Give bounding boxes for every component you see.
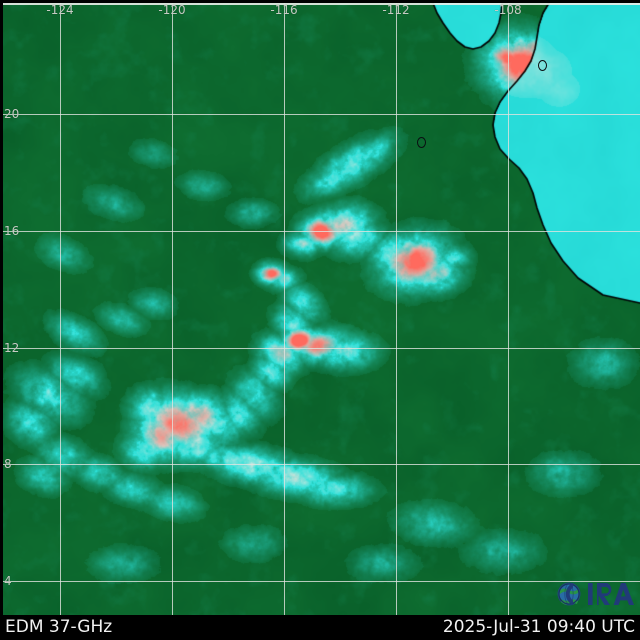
lat-tick-label-8: 8	[4, 457, 12, 471]
cira-logo-watermark	[557, 582, 634, 606]
timestamp-label: 2025-Jul-31 09:40 UTC	[442, 617, 635, 637]
lat-tick-label-12: 12	[4, 341, 20, 355]
satellite-imagery-canvas[interactable]	[3, 3, 640, 615]
lon-tick-label--116: -116	[270, 3, 298, 17]
map-panel[interactable]: -124 -120 -116 -112 -108 20 16 12 8 4	[3, 3, 640, 615]
cira-wordmark	[565, 583, 634, 605]
product-label: EDM 37-GHz	[5, 617, 113, 637]
status-bar: EDM 37-GHz 2025-Jul-31 09:40 UTC	[0, 615, 640, 640]
lon-tick-label--124: -124	[46, 3, 74, 17]
lon-tick-label--108: -108	[494, 3, 522, 17]
lon-tick-label--120: -120	[158, 3, 186, 17]
lat-tick-label-16: 16	[4, 224, 20, 238]
storm-marker-north[interactable]	[538, 60, 547, 71]
map-top-border	[3, 3, 640, 5]
lon-tick-label--112: -112	[382, 3, 410, 17]
lat-tick-label-4: 4	[4, 574, 12, 588]
lat-tick-label-20: 20	[4, 107, 20, 121]
storm-marker-central[interactable]	[417, 137, 426, 148]
